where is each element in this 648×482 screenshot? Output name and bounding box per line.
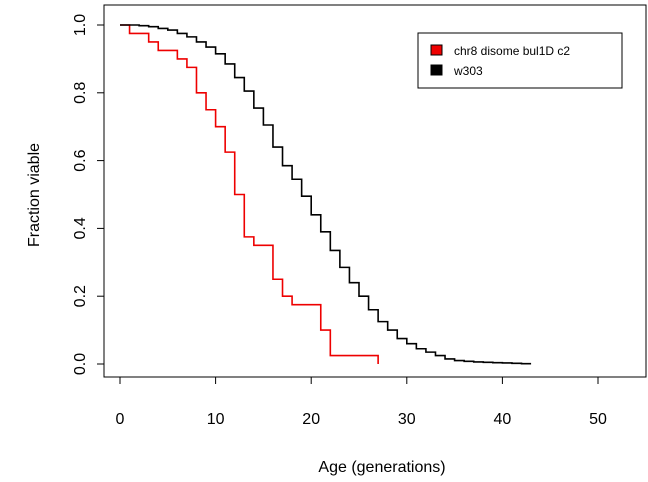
x-tick-label: 10: [207, 411, 225, 428]
x-axis: 0 10 20 30 40 50: [116, 376, 607, 428]
y-axis-title: Fraction viable: [26, 143, 43, 247]
y-ticks: 0.0 0.2 0.4 0.6 0.8 1.0: [72, 14, 104, 375]
series-line-1: [120, 24, 532, 365]
x-tick-label: 40: [494, 411, 512, 428]
y-tick-label: 0.0: [72, 353, 89, 375]
x-tick-label: 0: [116, 411, 125, 428]
series-line-0: [120, 24, 379, 364]
y-axis: 0.0 0.2 0.4 0.6 0.8 1.0: [72, 14, 105, 375]
x-tick-label: 20: [302, 411, 320, 428]
legend-label-chr8: chr8 disome bul1D c2: [454, 44, 570, 58]
series-layer: [120, 24, 532, 365]
legend-label-w303: w303: [453, 64, 483, 78]
x-tick-label: 30: [398, 411, 416, 428]
y-tick-label: 0.4: [72, 217, 89, 239]
legend-box: [417, 32, 623, 89]
y-tick-label: 0.2: [72, 285, 89, 307]
y-tick-label: 1.0: [72, 14, 89, 36]
x-ticks: 0 10 20 30 40 50: [116, 377, 607, 428]
y-tick-label: 0.8: [72, 82, 89, 104]
legend: chr8 disome bul1D c2 w303: [417, 32, 623, 89]
y-tick-label: 0.6: [72, 149, 89, 171]
legend-swatch-w303: [430, 64, 443, 76]
legend-swatch-chr8: [430, 44, 443, 56]
x-tick-label: 50: [589, 411, 607, 428]
x-axis-title: Age (generations): [318, 459, 445, 476]
